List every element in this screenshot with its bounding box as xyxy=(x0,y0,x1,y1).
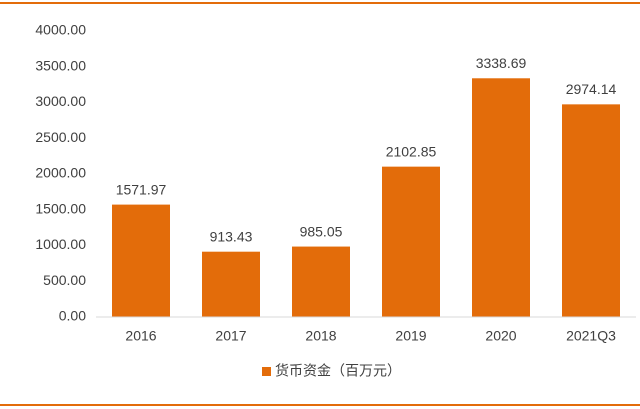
x-tick-label: 2019 xyxy=(395,328,426,344)
x-tick-label: 2020 xyxy=(485,328,516,344)
bar xyxy=(472,78,530,318)
y-tick-label: 1500.00 xyxy=(35,200,86,216)
value-label: 913.43 xyxy=(210,228,253,244)
y-tick-label: 1000.00 xyxy=(35,236,86,252)
y-tick-label: 2500.00 xyxy=(35,129,86,145)
x-tick-label: 2016 xyxy=(125,328,156,344)
x-tick-label: 2021Q3 xyxy=(566,328,616,344)
value-label: 3338.69 xyxy=(476,55,527,71)
y-tick-label: 0.00 xyxy=(59,308,86,324)
legend-label: 货币资金（百万元） xyxy=(275,363,401,379)
y-tick-label: 2000.00 xyxy=(35,165,86,181)
value-label: 2102.85 xyxy=(386,143,437,159)
bar xyxy=(202,251,260,317)
value-label: 1571.97 xyxy=(116,181,167,197)
value-label: 2974.14 xyxy=(566,81,617,97)
value-label: 985.05 xyxy=(300,223,343,239)
x-tick-label: 2018 xyxy=(305,328,336,344)
x-tick-label: 2017 xyxy=(215,328,246,344)
legend-swatch xyxy=(262,367,271,376)
bar xyxy=(562,104,620,317)
bar xyxy=(112,204,170,317)
y-tick-label: 3000.00 xyxy=(35,93,86,109)
bar xyxy=(292,246,350,317)
bar xyxy=(382,166,440,317)
y-tick-label: 500.00 xyxy=(43,272,86,288)
y-tick-label: 3500.00 xyxy=(35,57,86,73)
y-tick-label: 4000.00 xyxy=(35,22,86,38)
